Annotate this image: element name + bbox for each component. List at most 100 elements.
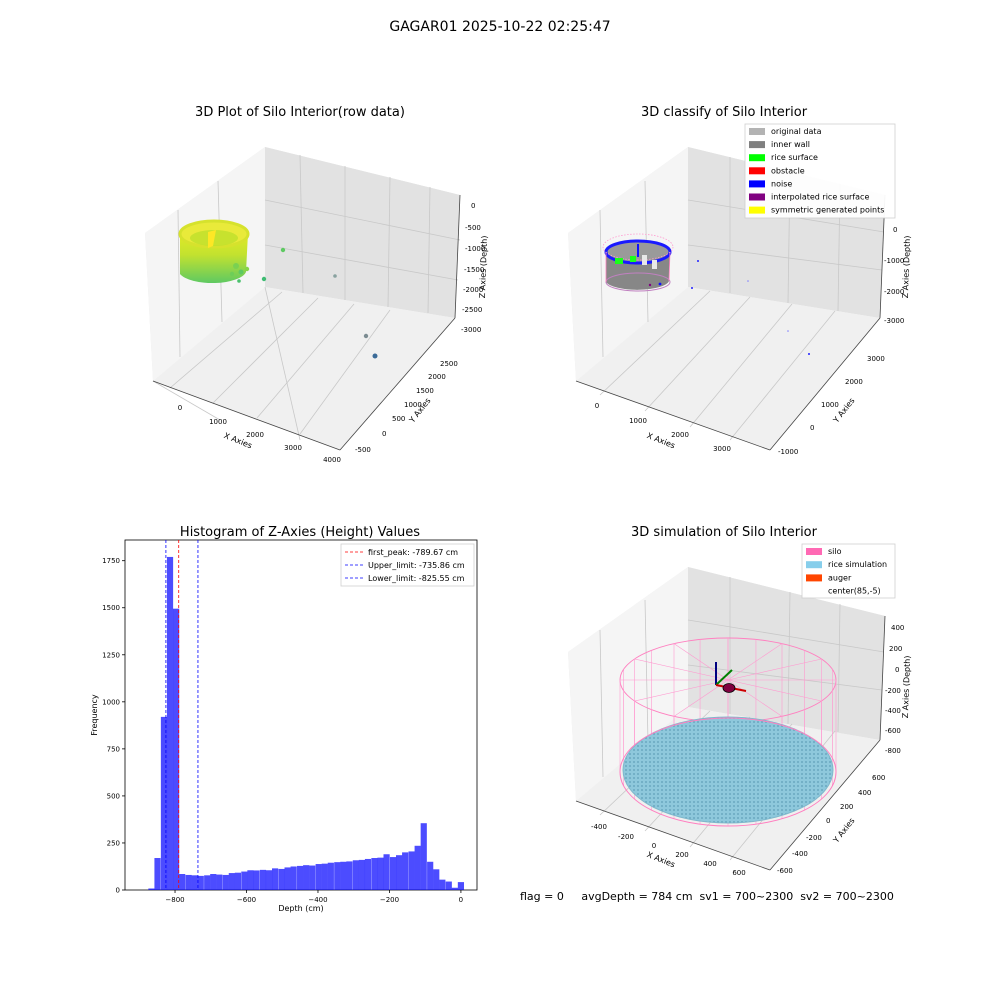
histogram-bar xyxy=(358,859,366,890)
y-tick-label: 1500 xyxy=(102,604,120,612)
panel-raw-grid xyxy=(152,154,461,441)
histogram-bar xyxy=(420,823,427,890)
legend-swatch xyxy=(749,206,765,214)
histogram-legend: first_peak: -789.67 cm Upper_limit: -735.… xyxy=(340,543,475,587)
z-tick-label: -600 xyxy=(885,727,901,735)
y-tick-label: 3000 xyxy=(867,355,885,363)
z-tick-label: -2000 xyxy=(463,286,483,294)
x-tick-label: −600 xyxy=(237,896,256,904)
panel-classify-title: 3D classify of Silo Interior xyxy=(641,105,808,120)
y-tick-label: 0 xyxy=(116,887,120,895)
x-tick-label: -400 xyxy=(591,823,607,831)
z-tick-label: -500 xyxy=(465,224,481,232)
z-tick-label: -3000 xyxy=(461,326,481,334)
legend-swatch xyxy=(749,180,765,188)
noise-point xyxy=(747,280,749,282)
x-tick-label: 0 xyxy=(178,404,182,412)
histogram-bar xyxy=(259,869,267,890)
histogram-bar xyxy=(309,865,316,890)
legend-label: obstacle xyxy=(771,166,805,175)
legend-swatch xyxy=(806,561,822,569)
outlier-point xyxy=(280,247,286,253)
legend-label: interpolated rice surface xyxy=(771,193,869,202)
histogram-bar xyxy=(253,870,260,890)
y-tick-label: 250 xyxy=(107,839,120,847)
outlier-point xyxy=(261,276,267,282)
legend-swatch xyxy=(749,193,765,201)
histogram-bar xyxy=(433,869,440,890)
x-tick-label: 400 xyxy=(703,860,716,868)
silo-roof-spoke xyxy=(727,679,822,702)
y-tick-label: 500 xyxy=(392,415,405,423)
legend-label: Lower_limit: -825.55 cm xyxy=(368,574,465,583)
z-tick-label: -2500 xyxy=(462,306,482,314)
y-tick-label: 1000 xyxy=(102,698,120,706)
classify-noise-points xyxy=(691,260,810,355)
histogram-bar xyxy=(445,881,452,890)
histogram-bar xyxy=(364,858,372,890)
histogram-bar xyxy=(160,716,168,890)
histogram-bar xyxy=(197,875,204,890)
x-tick-label: -200 xyxy=(618,833,634,841)
z-tick-label: -1000 xyxy=(884,257,904,265)
histogram-title: Histogram of Z-Axies (Height) Values xyxy=(180,525,420,540)
outlier-point xyxy=(333,274,337,278)
raw-outlier-points xyxy=(261,247,378,359)
histogram-bar xyxy=(272,868,279,890)
histogram-bar xyxy=(179,874,186,890)
histogram-bar xyxy=(284,867,291,890)
y-tick-label: 1000 xyxy=(404,401,422,409)
histogram-bar xyxy=(439,879,446,890)
histogram-bar xyxy=(352,860,359,890)
y-tick-label: 1750 xyxy=(102,557,120,565)
panel-simulation-3d: 3D simulation of Silo Interior -400 -200… xyxy=(568,525,912,877)
histogram-bar xyxy=(414,845,421,890)
y-tick-label: 1250 xyxy=(102,651,120,659)
panel-raw-yticks: -500 0 500 1000 1500 2000 2500 xyxy=(355,360,458,454)
x-tick-label: −200 xyxy=(380,896,399,904)
y-tick-label: 2000 xyxy=(845,378,863,386)
histogram-x-ticks: −800 −600 −400 −200 0 xyxy=(165,890,463,904)
legend-swatch xyxy=(806,574,822,582)
panel-raw-zticks: 0 -500 -1000 -1500 -2000 -2500 -3000 xyxy=(461,202,485,334)
histogram-bar xyxy=(408,851,415,890)
histogram-bar xyxy=(377,857,384,890)
z-tick-label: -200 xyxy=(885,687,901,695)
silo-roof-spoke xyxy=(727,658,822,681)
footer-status: flag = 0 avgDepth = 784 cm sv1 = 700~230… xyxy=(520,890,894,903)
outlier-point xyxy=(363,333,369,339)
y-tick-label: -1000 xyxy=(778,448,798,456)
histogram-bar xyxy=(315,864,322,890)
histogram-bar xyxy=(334,862,341,890)
x-tick-label: 200 xyxy=(675,851,688,859)
histogram-bar xyxy=(228,873,235,890)
legend-label: inner wall xyxy=(771,140,810,149)
legend-swatch xyxy=(806,548,822,555)
y-tick-label: 500 xyxy=(107,792,120,800)
histogram-y-ticks: 0 250 500 750 1000 1250 1500 1750 xyxy=(102,557,125,895)
y-tick-label: 200 xyxy=(840,803,853,811)
x-tick-label: −400 xyxy=(308,896,327,904)
x-tick-label: 1000 xyxy=(209,418,227,426)
histogram-x-axis-label: Depth (cm) xyxy=(278,904,323,913)
histogram-bar xyxy=(216,874,223,890)
histogram-bar xyxy=(204,875,211,890)
auger-axis-y xyxy=(715,669,733,686)
histogram-bar xyxy=(173,608,180,890)
z-axis-label: Z Axies (Depth) xyxy=(901,235,912,298)
histogram-bar xyxy=(340,861,347,890)
y-tick-label: 750 xyxy=(107,745,120,753)
panel-histogram: Histogram of Z-Axies (Height) Values −80… xyxy=(90,525,478,913)
simulation-rice-surface xyxy=(619,716,837,827)
legend-label: silo xyxy=(828,547,842,556)
legend-label: noise xyxy=(771,179,792,188)
z-tick-label: -3000 xyxy=(884,317,904,325)
legend-swatch xyxy=(749,167,765,175)
histogram-bar xyxy=(346,861,353,890)
x-tick-label: 4000 xyxy=(323,456,341,464)
classify-silo-points xyxy=(602,233,674,292)
legend-swatch xyxy=(749,154,765,162)
histogram-bar xyxy=(371,858,378,890)
legend-label: auger xyxy=(828,573,852,582)
